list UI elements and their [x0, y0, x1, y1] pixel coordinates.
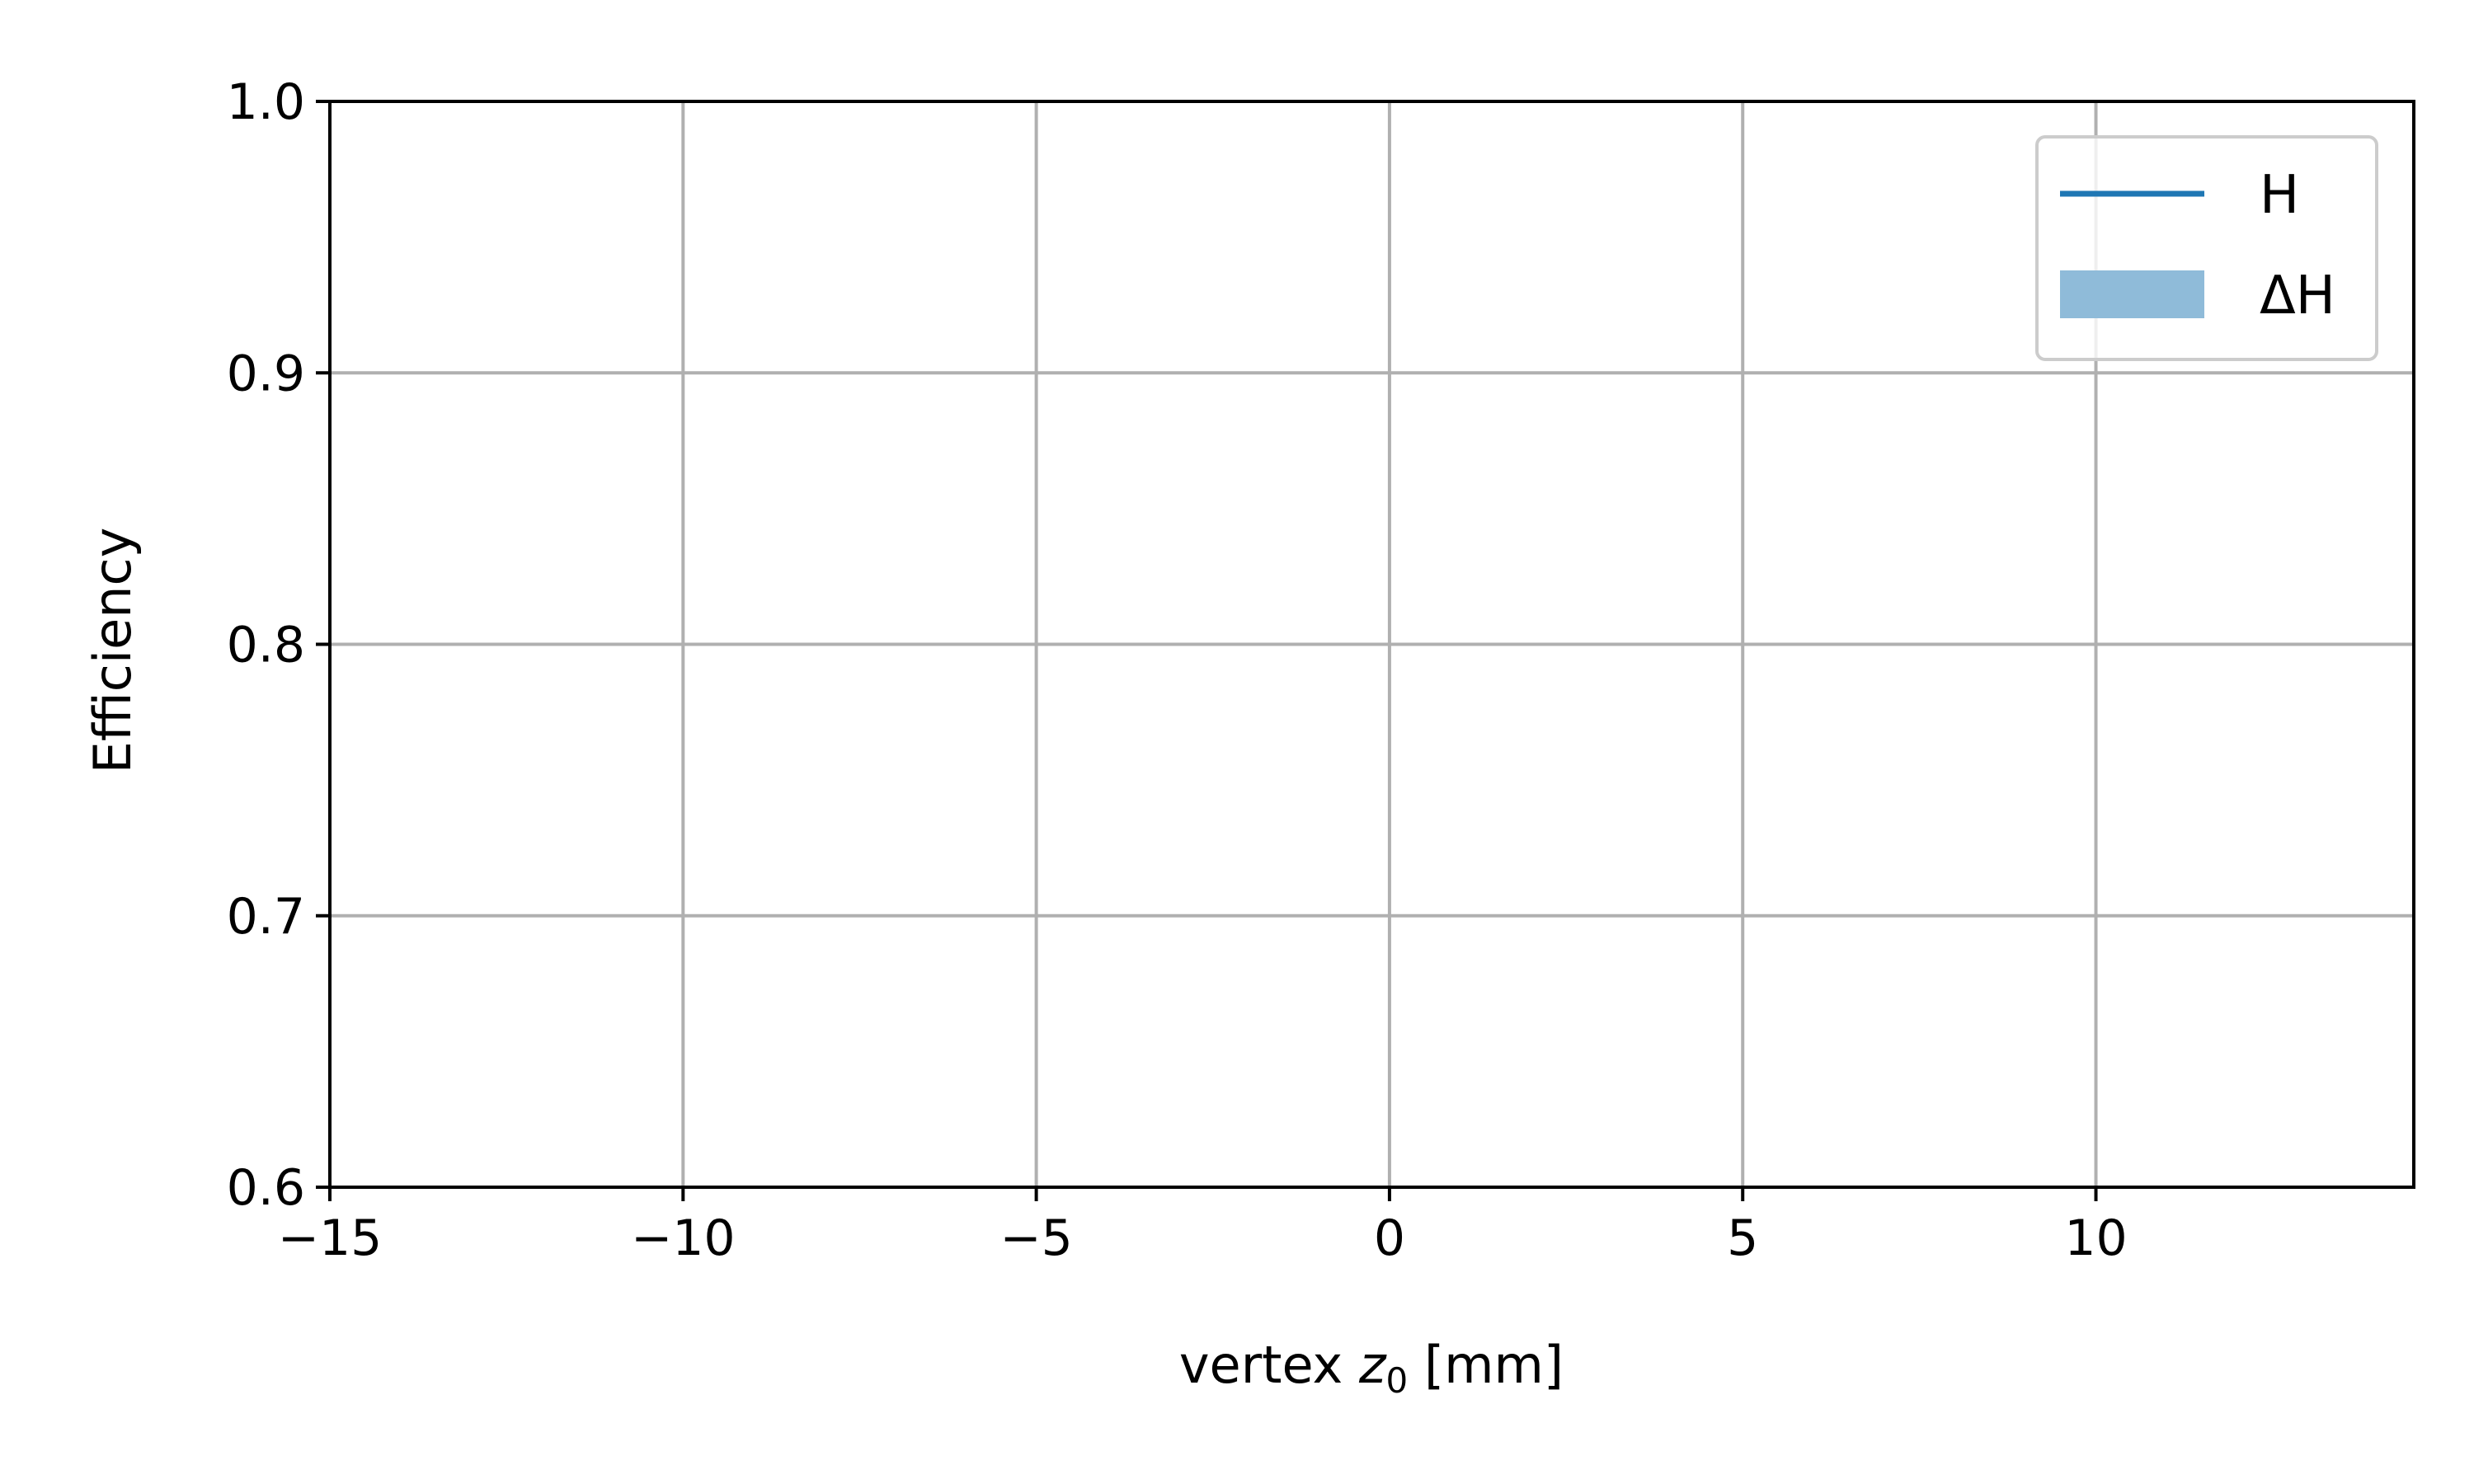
y-axis-label: Efficiency: [82, 528, 143, 774]
y-tick-label: 0.9: [227, 345, 305, 402]
y-tick-label: 0.8: [227, 617, 305, 674]
y-tick-label: 0.6: [227, 1159, 305, 1217]
x-tick-label: 10: [2064, 1209, 2127, 1267]
x-tick-label: −15: [278, 1209, 383, 1267]
legend-band-swatch: [2060, 270, 2204, 318]
x-tick-label: −10: [631, 1209, 736, 1267]
x-tick-label: 5: [1727, 1209, 1758, 1267]
x-tick-label: 0: [1374, 1209, 1405, 1267]
legend-label-delta-h: ΔH: [2260, 265, 2335, 326]
y-tick-label: 0.7: [227, 888, 305, 946]
ticks: −15 −10 −5 0 5 10 0.6 0.7 0.8 0.9 1.0: [227, 73, 2128, 1267]
legend: H ΔH: [2035, 135, 2378, 361]
x-axis-label: vertex z0 [mm]: [1179, 1335, 1564, 1401]
legend-label-h: H: [2260, 165, 2299, 226]
y-tick-label: 1.0: [227, 73, 305, 131]
x-tick-label: −5: [999, 1209, 1072, 1267]
